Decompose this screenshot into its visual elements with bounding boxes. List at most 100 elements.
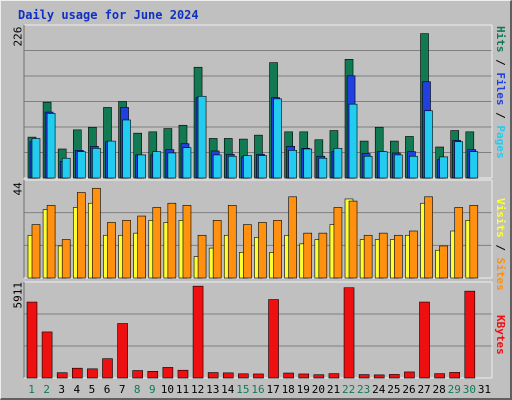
files-bar [318, 157, 328, 179]
kbytes-bar [389, 374, 400, 379]
files-bar [273, 98, 282, 179]
kbytes-bar [162, 367, 174, 379]
sites-bar [288, 196, 297, 279]
sites-bar [167, 202, 177, 279]
kbytes-bar [358, 374, 370, 379]
files-bar [288, 150, 297, 179]
sites-bar [258, 222, 267, 279]
kbytes-bar [434, 373, 445, 379]
day-label: 26 [402, 383, 415, 396]
day-label: 15 [236, 383, 249, 396]
day-label: 22 [342, 383, 355, 396]
files-bar [424, 110, 433, 179]
kbytes-bar [192, 285, 204, 379]
files-bar [122, 119, 131, 179]
day-label: 6 [104, 383, 111, 396]
files-bar [469, 151, 479, 179]
kbytes-bar [343, 287, 355, 379]
day-label: 14 [221, 383, 235, 396]
sites-bar [182, 205, 192, 279]
files-bar [454, 141, 464, 179]
kbytes-bar [253, 373, 264, 379]
day-label: 20 [312, 383, 325, 396]
day-label: 24 [372, 383, 386, 396]
chart-title: Daily usage for June 2024 [18, 8, 199, 22]
sites-bar [122, 220, 131, 279]
kbytes-bar [207, 372, 219, 379]
day-label: 5 [89, 383, 96, 396]
files-bar [137, 154, 146, 179]
sites-bar [107, 222, 116, 279]
files-bar [439, 156, 448, 179]
day-label: 2 [43, 383, 50, 396]
sites-bar [454, 207, 464, 279]
kbytes-bar [117, 323, 128, 379]
sites-bar [378, 232, 388, 279]
files-bar [258, 155, 267, 179]
kbytes-bar [147, 371, 159, 379]
sites-bar [197, 234, 207, 279]
sites-bar [76, 192, 86, 279]
kbytes-bar [102, 358, 113, 379]
day-label: 16 [251, 383, 264, 396]
day-label: 27 [417, 383, 430, 396]
sites-bar [303, 232, 313, 279]
sites-bar [424, 196, 433, 279]
sites-bar [227, 205, 237, 279]
sites-bar [273, 220, 282, 279]
files-bar [378, 151, 388, 179]
day-label: 8 [134, 383, 141, 396]
day-label: 21 [327, 383, 340, 396]
files-bar [303, 148, 313, 179]
kbytes-bar [404, 371, 415, 379]
kbytes-bar [373, 374, 385, 379]
files-bar [182, 147, 192, 179]
day-label: 7 [119, 383, 126, 396]
kbytes-bar [87, 368, 98, 379]
day-label: 4 [74, 383, 81, 396]
day-label: 11 [176, 383, 189, 396]
sites-bar [243, 224, 252, 279]
day-label: 23 [357, 383, 370, 396]
files-bar [348, 103, 358, 179]
kbytes-bar [313, 374, 325, 379]
day-label: 12 [191, 383, 204, 396]
files-bar [394, 154, 403, 179]
sites-bar [31, 224, 41, 279]
day-label: 17 [266, 383, 279, 396]
files-bar [227, 155, 237, 179]
files-bar [31, 138, 41, 179]
sites-bar [318, 232, 328, 279]
kbytes-bar [268, 299, 279, 379]
day-label: 13 [206, 383, 219, 396]
files-bar [107, 140, 116, 179]
sites-bar [333, 207, 343, 279]
kbytes-bar [132, 370, 143, 379]
kbytes-bar [177, 369, 189, 379]
day-label: 31 [478, 383, 491, 396]
kbytes-bar [298, 373, 310, 379]
day-label: 10 [161, 383, 174, 396]
files-bar [152, 151, 162, 179]
files-bar [197, 95, 207, 179]
day-label: 28 [433, 383, 446, 396]
day-label: 30 [463, 383, 476, 396]
files-bar [167, 152, 177, 179]
kbytes-bar [328, 373, 340, 379]
files-bar [76, 151, 86, 179]
sites-bar [348, 200, 358, 279]
sites-bar [212, 220, 222, 279]
day-label: 18 [282, 383, 295, 396]
sites-bar [152, 207, 162, 279]
day-label: 9 [149, 383, 156, 396]
files-bar [46, 113, 56, 179]
files-bar [333, 148, 343, 179]
day-label: 3 [58, 383, 65, 396]
kbytes-bar [464, 290, 476, 379]
panel-background [24, 282, 492, 378]
sites-bar [92, 187, 101, 279]
sites-bar [46, 205, 56, 279]
kbytes-bar [26, 301, 38, 379]
kbytes-bar [71, 367, 83, 379]
